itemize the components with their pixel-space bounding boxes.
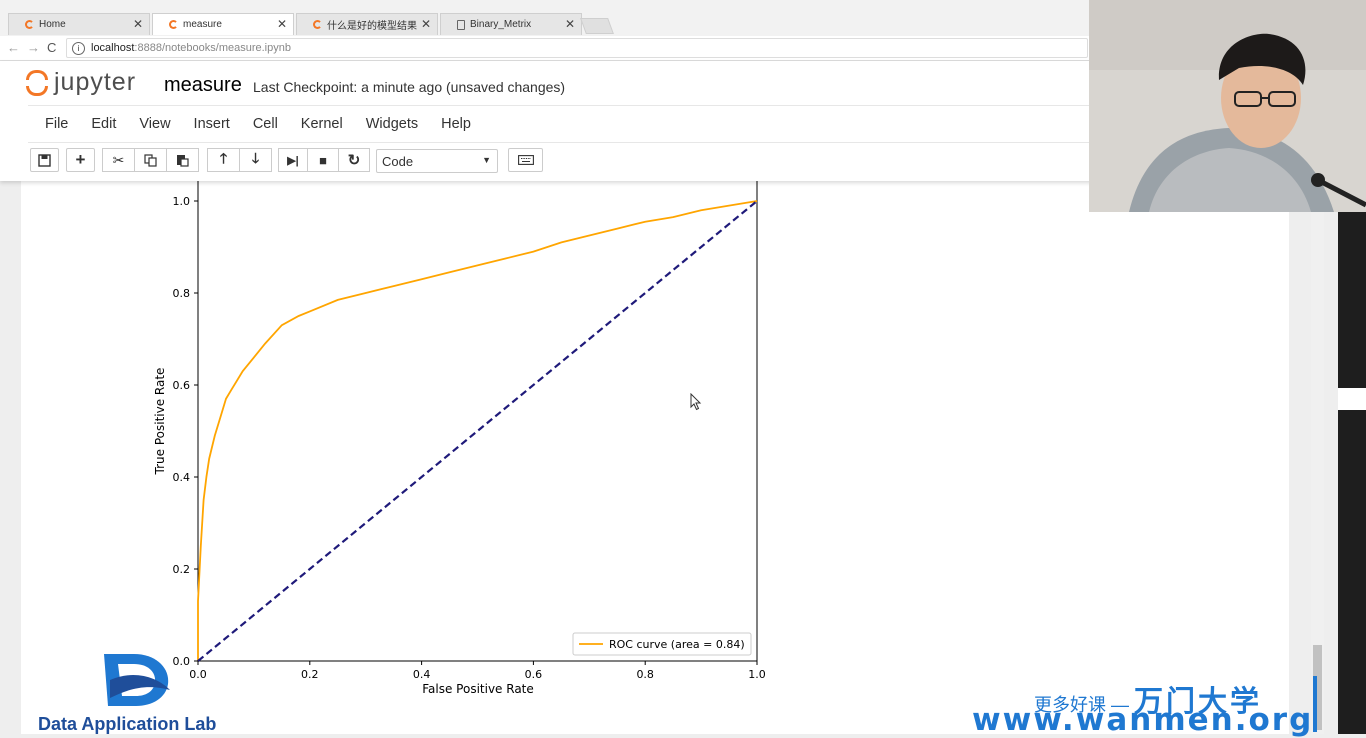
legend-box bbox=[572, 632, 752, 656]
restart-icon[interactable]: ↻ bbox=[338, 148, 370, 172]
close-icon[interactable]: ✕ bbox=[276, 17, 287, 31]
tab-label: Binary_Metrix bbox=[470, 19, 532, 30]
url-input[interactable]: i localhost:8888/notebooks/measure.ipynb bbox=[66, 38, 1088, 58]
watermark-bar bbox=[1313, 676, 1317, 732]
wanmen-site: www.wanmen.org bbox=[972, 702, 1314, 738]
x-axis-label: False Positive Rate bbox=[422, 682, 534, 696]
menu-view[interactable]: View bbox=[139, 116, 171, 132]
scrollbar-thumb[interactable] bbox=[1313, 645, 1322, 730]
reload-icon[interactable]: C bbox=[47, 40, 57, 55]
url-host: localhost bbox=[91, 42, 135, 54]
scrollbar-track[interactable] bbox=[1311, 181, 1324, 734]
tab-home[interactable]: Home ✕ bbox=[8, 13, 150, 35]
jupyter-icon bbox=[169, 20, 178, 29]
menu-help[interactable]: Help bbox=[441, 116, 471, 132]
close-icon[interactable]: ✕ bbox=[564, 17, 575, 31]
stop-icon[interactable]: ■ bbox=[307, 148, 339, 172]
checkpoint-status: Last Checkpoint: a minute ago (unsaved c… bbox=[253, 79, 566, 95]
x-tick-label: 1.0 bbox=[748, 668, 766, 681]
keyboard-icon[interactable] bbox=[508, 148, 543, 172]
menu-insert[interactable]: Insert bbox=[193, 116, 230, 132]
y-tick-label: 1.0 bbox=[173, 195, 191, 208]
jupyter-logo-icon bbox=[26, 69, 48, 96]
menu-widgets[interactable]: Widgets bbox=[365, 116, 419, 132]
x-tick-label: 0.0 bbox=[189, 668, 207, 681]
data-application-lab-logo bbox=[104, 654, 170, 706]
run-icon[interactable]: ▶| bbox=[278, 148, 308, 172]
y-tick-label: 0.6 bbox=[173, 379, 191, 392]
copy-icon[interactable] bbox=[134, 148, 167, 172]
tab-label: measure bbox=[183, 19, 222, 30]
notebook-name[interactable]: measure bbox=[164, 74, 242, 96]
jupyter-icon bbox=[25, 20, 34, 29]
back-icon[interactable]: ← bbox=[7, 40, 20, 55]
data-application-lab-watermark: Data Application Lab bbox=[38, 714, 217, 734]
background-window bbox=[1338, 212, 1366, 734]
cell-type-select[interactable]: Code ▼ bbox=[376, 149, 498, 173]
x-tick-label: 0.4 bbox=[413, 668, 431, 681]
y-axis-label: True Positive Rate bbox=[153, 368, 167, 476]
info-icon[interactable]: i bbox=[72, 41, 85, 55]
webcam-overlay bbox=[1089, 0, 1366, 212]
cell-type-value: Code bbox=[382, 154, 414, 169]
tab-label: 什么是好的模型结果 bbox=[327, 21, 417, 32]
tab-model-results[interactable]: 什么是好的模型结果 ✕ bbox=[296, 13, 438, 35]
chevron-down-icon: ▼ bbox=[482, 155, 491, 165]
move-up-icon[interactable]: 🡑 bbox=[207, 148, 240, 172]
tab-label: Home bbox=[39, 19, 66, 30]
wanmen-slogan-small: 更多好课 — bbox=[1034, 695, 1130, 715]
insert-cell-icon[interactable]: + bbox=[66, 148, 95, 172]
close-icon[interactable]: ✕ bbox=[420, 17, 431, 31]
forward-icon[interactable]: → bbox=[27, 40, 40, 55]
x-tick-label: 0.2 bbox=[301, 668, 319, 681]
menu-cell[interactable]: Cell bbox=[252, 116, 278, 132]
tab-binary-metrix[interactable]: Binary_Metrix ✕ bbox=[440, 13, 582, 35]
y-tick-label: 0.0 bbox=[173, 655, 191, 668]
close-icon[interactable]: ✕ bbox=[132, 17, 143, 31]
tab-measure[interactable]: measure ✕ bbox=[152, 13, 294, 35]
document-icon bbox=[457, 19, 465, 30]
jupyter-brand: jupyter bbox=[54, 68, 137, 96]
roc-curve-line bbox=[197, 200, 758, 661]
menu-kernel[interactable]: Kernel bbox=[300, 116, 343, 132]
cut-icon[interactable]: ✂ bbox=[102, 148, 135, 172]
menu-bar: File Edit View Insert Cell Kernel Widget… bbox=[28, 105, 1128, 143]
jupyter-logo[interactable]: jupyter bbox=[26, 68, 136, 97]
menu-edit[interactable]: Edit bbox=[91, 116, 117, 132]
jupyter-icon bbox=[313, 20, 322, 29]
save-icon[interactable] bbox=[30, 148, 59, 172]
paste-icon[interactable] bbox=[166, 148, 199, 172]
x-tick-label: 0.8 bbox=[636, 668, 654, 681]
move-down-icon[interactable]: 🡓 bbox=[239, 148, 272, 172]
background-window-frame bbox=[1338, 388, 1366, 410]
roc-chart: 0.0 0.2 0.4 0.6 0.8 1.0 0.0 0.2 0.4 0.6 0.8 1.0 Fal… bbox=[153, 181, 766, 696]
chance-diagonal-line bbox=[197, 200, 758, 662]
wanmen-brand: 万门大学 bbox=[1134, 684, 1263, 718]
legend-label: ROC curve (area = 0.84) bbox=[609, 638, 745, 651]
y-tick-label: 0.4 bbox=[173, 471, 191, 484]
wanmen-slogan: 更多好课 — 万门大学 bbox=[1034, 678, 1262, 720]
y-tick-label: 0.8 bbox=[173, 287, 191, 300]
url-path: :8888/notebooks/measure.ipynb bbox=[134, 42, 291, 54]
x-tick-label: 0.6 bbox=[525, 668, 543, 681]
notebook-toolbar: + ✂ 🡑 🡓 ▶| ■ ↻ Code ▼ bbox=[28, 146, 1128, 176]
menu-file[interactable]: File bbox=[45, 116, 69, 132]
new-tab-button[interactable] bbox=[580, 18, 614, 34]
y-tick-label: 0.2 bbox=[173, 563, 191, 576]
mouse-cursor-icon bbox=[690, 393, 702, 411]
